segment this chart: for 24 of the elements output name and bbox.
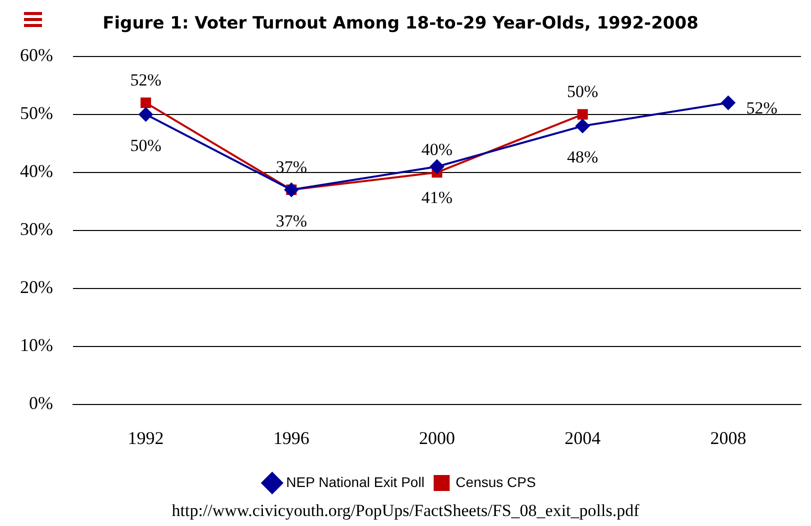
y-tick-label: 50% <box>20 103 53 124</box>
y-tick-label: 40% <box>20 161 53 182</box>
x-tick-label: 2000 <box>418 428 455 448</box>
y-tick-label: 30% <box>20 219 53 240</box>
data-label: 50% <box>567 82 598 101</box>
text: http://www.civicyouth.org/PopUps/FactSheets/FS_08_exit_polls.pdf <box>170 500 640 522</box>
data-label: 41% <box>421 188 453 208</box>
y-tick-label: 20% <box>20 277 53 298</box>
data-label: 48% <box>567 147 598 166</box>
x-tick-label: 2004 <box>564 428 601 448</box>
legend-label: Census CPS <box>456 474 536 490</box>
data-label: 52% <box>130 70 162 90</box>
data-label: 50% <box>130 136 162 155</box>
chart-title: Figure 1: Voter Turnout Among 18-to-29 Year-Olds, 1992-2008 <box>102 14 698 34</box>
data-label: 40% <box>421 140 453 159</box>
data-label: 52% <box>746 98 778 118</box>
data-label: 37% <box>276 211 307 230</box>
y-tick-label: 0% <box>28 393 53 414</box>
y-tick-label: 60% <box>20 45 53 66</box>
x-tick-label: 2008 <box>710 428 746 448</box>
x-tick-label: 1992 <box>128 428 164 448</box>
y-tick-label: 10% <box>20 335 53 356</box>
x-tick-label: 1996 <box>273 428 310 448</box>
legend-label: NEP National Exit Poll <box>286 474 424 490</box>
